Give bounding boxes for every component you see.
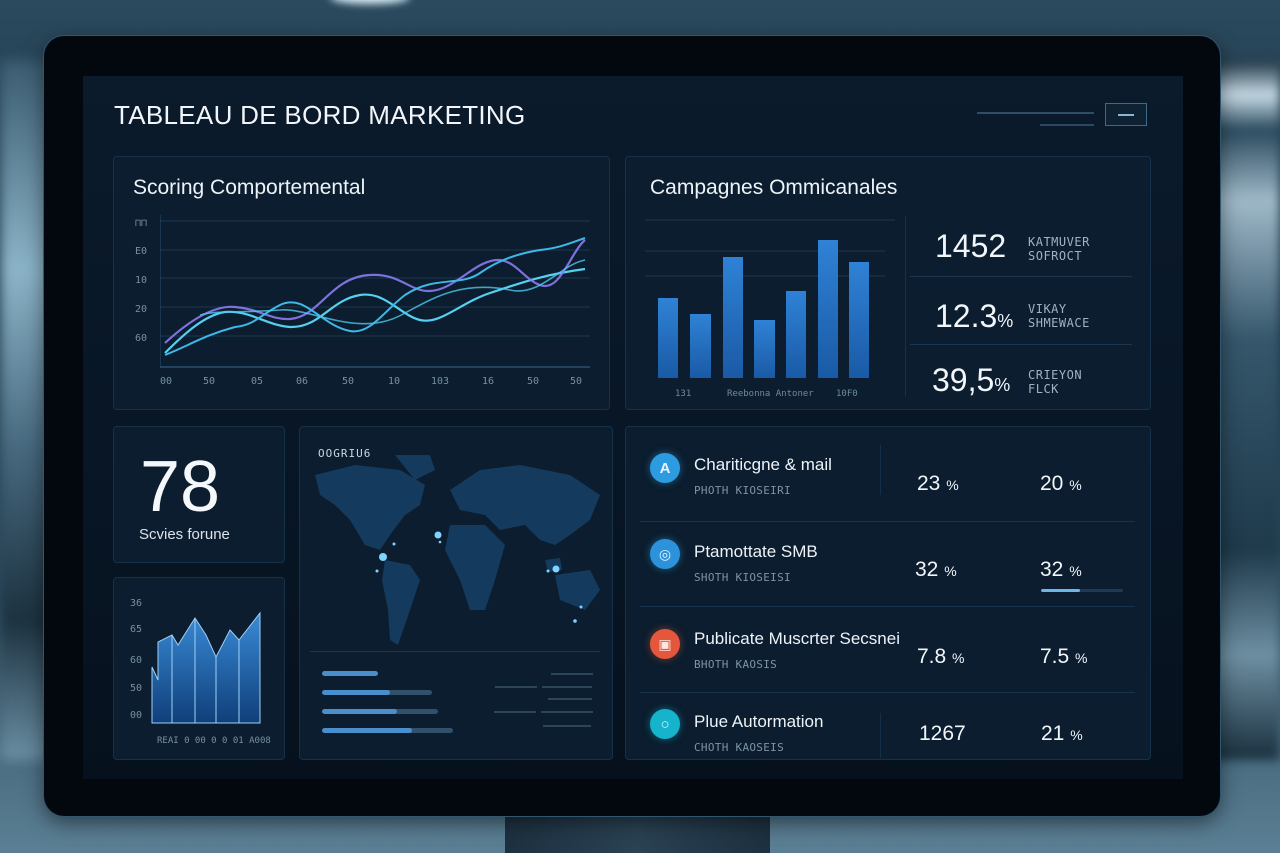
y-tick: 60 (135, 333, 148, 344)
divider (880, 445, 881, 495)
kpi-value-conversion: 39,5% (932, 362, 1011, 398)
scoring-title: Scoring Comportemental (133, 176, 366, 199)
kpi-label: VIKAY SHMEWACE (1028, 302, 1090, 330)
x-tick: 50 (527, 376, 540, 387)
channel-subtitle: PHOTH KIOSEIRI (694, 484, 791, 497)
target-icon: ◎ (650, 539, 680, 569)
x-tick: 06 (296, 376, 309, 387)
page-title: TABLEAU DE BORD MARKETING (114, 100, 526, 130)
letter-a-icon: A (650, 453, 680, 483)
campaigns-bar-chart (645, 219, 895, 378)
y-tick: ⊓⊓ (135, 218, 148, 229)
minus-icon (1118, 113, 1134, 116)
y-tick: 00 (130, 710, 143, 721)
bar-label: 10F0 (836, 389, 858, 399)
bar-label: Reebonna Antoner (727, 389, 814, 399)
y-tick: 50 (130, 683, 143, 694)
minimize-button[interactable] (1105, 103, 1147, 126)
map-tag: OOGRIU6 (318, 447, 372, 460)
progress-bar (1041, 589, 1123, 592)
channels-card (625, 426, 1151, 760)
channel-metric-1: 1267 (919, 722, 966, 745)
kpi-value-rate: 12.3% (935, 298, 1014, 334)
channel-metric-2: 20 % (1040, 472, 1082, 495)
channel-subtitle: BHOTH KAOSIS (694, 658, 778, 671)
y-tick: 10 (135, 275, 148, 286)
decor-line (495, 686, 537, 688)
kpi-value-contacts: 1452 (935, 228, 1007, 264)
kpi-label: KATMUVER SOFROCT (1028, 235, 1090, 263)
scoring-line-chart (160, 215, 590, 368)
divider (640, 606, 1135, 607)
x-tick: 50 (570, 376, 583, 387)
channel-title[interactable]: Chariticgne & mail (694, 455, 832, 474)
progress-bar (322, 728, 453, 733)
x-tick: 10 (388, 376, 401, 387)
campaigns-title: Campagnes Ommicanales (650, 176, 898, 199)
decor-line (542, 686, 592, 688)
channel-title[interactable]: Plue Autormation (694, 712, 824, 731)
channel-subtitle: CHOTH KAOSEIS (694, 741, 784, 754)
divider (880, 713, 881, 758)
x-axis-label: REAI 0 00 0 0 01 A008 (157, 736, 271, 746)
progress-bar (322, 690, 432, 695)
channel-metric-2: 7.5 % (1040, 645, 1088, 668)
divider (640, 521, 1135, 522)
y-tick: 36 (130, 598, 143, 609)
channel-metric-1: 7.8 % (917, 645, 965, 668)
score-value: 78 (140, 447, 221, 527)
divider (310, 651, 600, 652)
channel-metric-1: 32 % (915, 558, 957, 581)
circle-icon: ○ (650, 709, 680, 739)
channel-title[interactable]: Publicate Muscrter Secsnei (694, 629, 900, 648)
decor-line (548, 698, 592, 700)
progress-bar (322, 709, 438, 714)
decor-line (494, 711, 536, 713)
kpi-label: CRIEYON FLCK (1028, 368, 1083, 396)
score-label: Scvies forune (139, 526, 230, 543)
y-tick: E0 (135, 246, 148, 257)
background-right (1210, 60, 1280, 760)
channel-metric-2: 32 % (1040, 558, 1082, 581)
y-tick: 60 (130, 655, 143, 666)
x-tick: 16 (482, 376, 495, 387)
channel-metric-1: 23 % (917, 472, 959, 495)
calendar-icon: ▣ (650, 629, 680, 659)
header-decor-line (1040, 124, 1094, 126)
decor-line (543, 725, 591, 727)
x-tick: 05 (251, 376, 264, 387)
ceiling-light (330, 0, 410, 4)
header-decor-line (977, 112, 1094, 114)
x-tick: 00 (160, 376, 173, 387)
y-tick: 20 (135, 304, 148, 315)
divider (640, 692, 1135, 693)
divider (905, 216, 906, 396)
x-tick: 50 (203, 376, 216, 387)
campaigns-card (625, 156, 1151, 410)
divider (910, 276, 1132, 277)
channel-subtitle: SHOTH KIOSEISI (694, 571, 791, 584)
progress-bar (322, 671, 378, 676)
x-tick: 50 (342, 376, 355, 387)
world-map (315, 455, 600, 645)
mini-area-chart (151, 611, 261, 724)
divider (910, 344, 1132, 345)
x-tick: 103 (431, 376, 450, 387)
y-tick: 65 (130, 624, 143, 635)
bar-label: 131 (675, 389, 692, 399)
decor-line (541, 711, 593, 713)
score-card (113, 426, 285, 563)
channel-metric-2: 21 % (1041, 722, 1083, 745)
decor-line (551, 673, 593, 675)
channel-title[interactable]: Ptamottate SMB (694, 542, 818, 561)
monitor-stand (505, 815, 770, 853)
